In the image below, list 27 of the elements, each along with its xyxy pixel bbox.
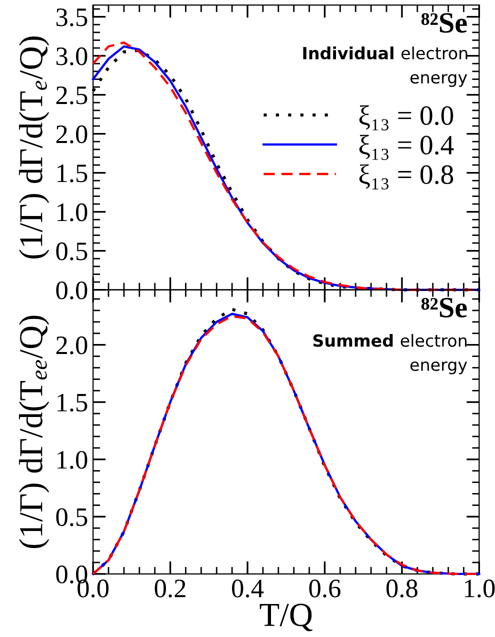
annotation: Summed electron energy <box>313 334 468 374</box>
y-tick-label: 2.0 <box>56 336 88 354</box>
y-tick-label: 1.0 <box>58 203 88 222</box>
y-tick-label: 1.0 <box>58 450 88 469</box>
x-axis-title: T/Q <box>260 604 312 632</box>
x-tick-label: 0.8 <box>386 580 418 598</box>
y-tick-label: 2.5 <box>56 86 88 104</box>
annotation: ⁸²Se <box>421 13 467 33</box>
y-tick-label: 0.5 <box>56 242 88 260</box>
legend-label: ξ₁₃ = 0.4 <box>359 134 454 160</box>
legend-label: ξ₁₃ = 0.0 <box>359 105 454 130</box>
y-axis-title: (1/Γ) dΓ/d(T$_{ee}$/Q) <box>18 316 50 548</box>
y-axis-title: (1/Γ) dΓ/d(T$_{e}$/Q) <box>18 36 50 258</box>
x-tick-label: 0.6 <box>309 580 340 598</box>
x-tick-label: 0.2 <box>154 580 186 598</box>
y-tick-label: 1.5 <box>58 164 88 182</box>
annotation: Individual electron energy <box>303 46 468 87</box>
y-tick-label: 0.5 <box>56 508 88 526</box>
legend-label: ξ₁₃ = 0.8 <box>359 164 454 190</box>
y-tick-label: 1.5 <box>58 394 88 412</box>
x-tick-label: 0.4 <box>232 580 264 598</box>
y-tick-label: 3.0 <box>56 47 88 66</box>
y-tick-label: 3.5 <box>56 8 88 26</box>
annotation: ⁸²Se <box>421 298 467 318</box>
y-tick-label: 0.0 <box>56 281 88 300</box>
x-tick-label: 1.0 <box>464 580 495 598</box>
y-tick-label: 2.0 <box>56 125 88 144</box>
